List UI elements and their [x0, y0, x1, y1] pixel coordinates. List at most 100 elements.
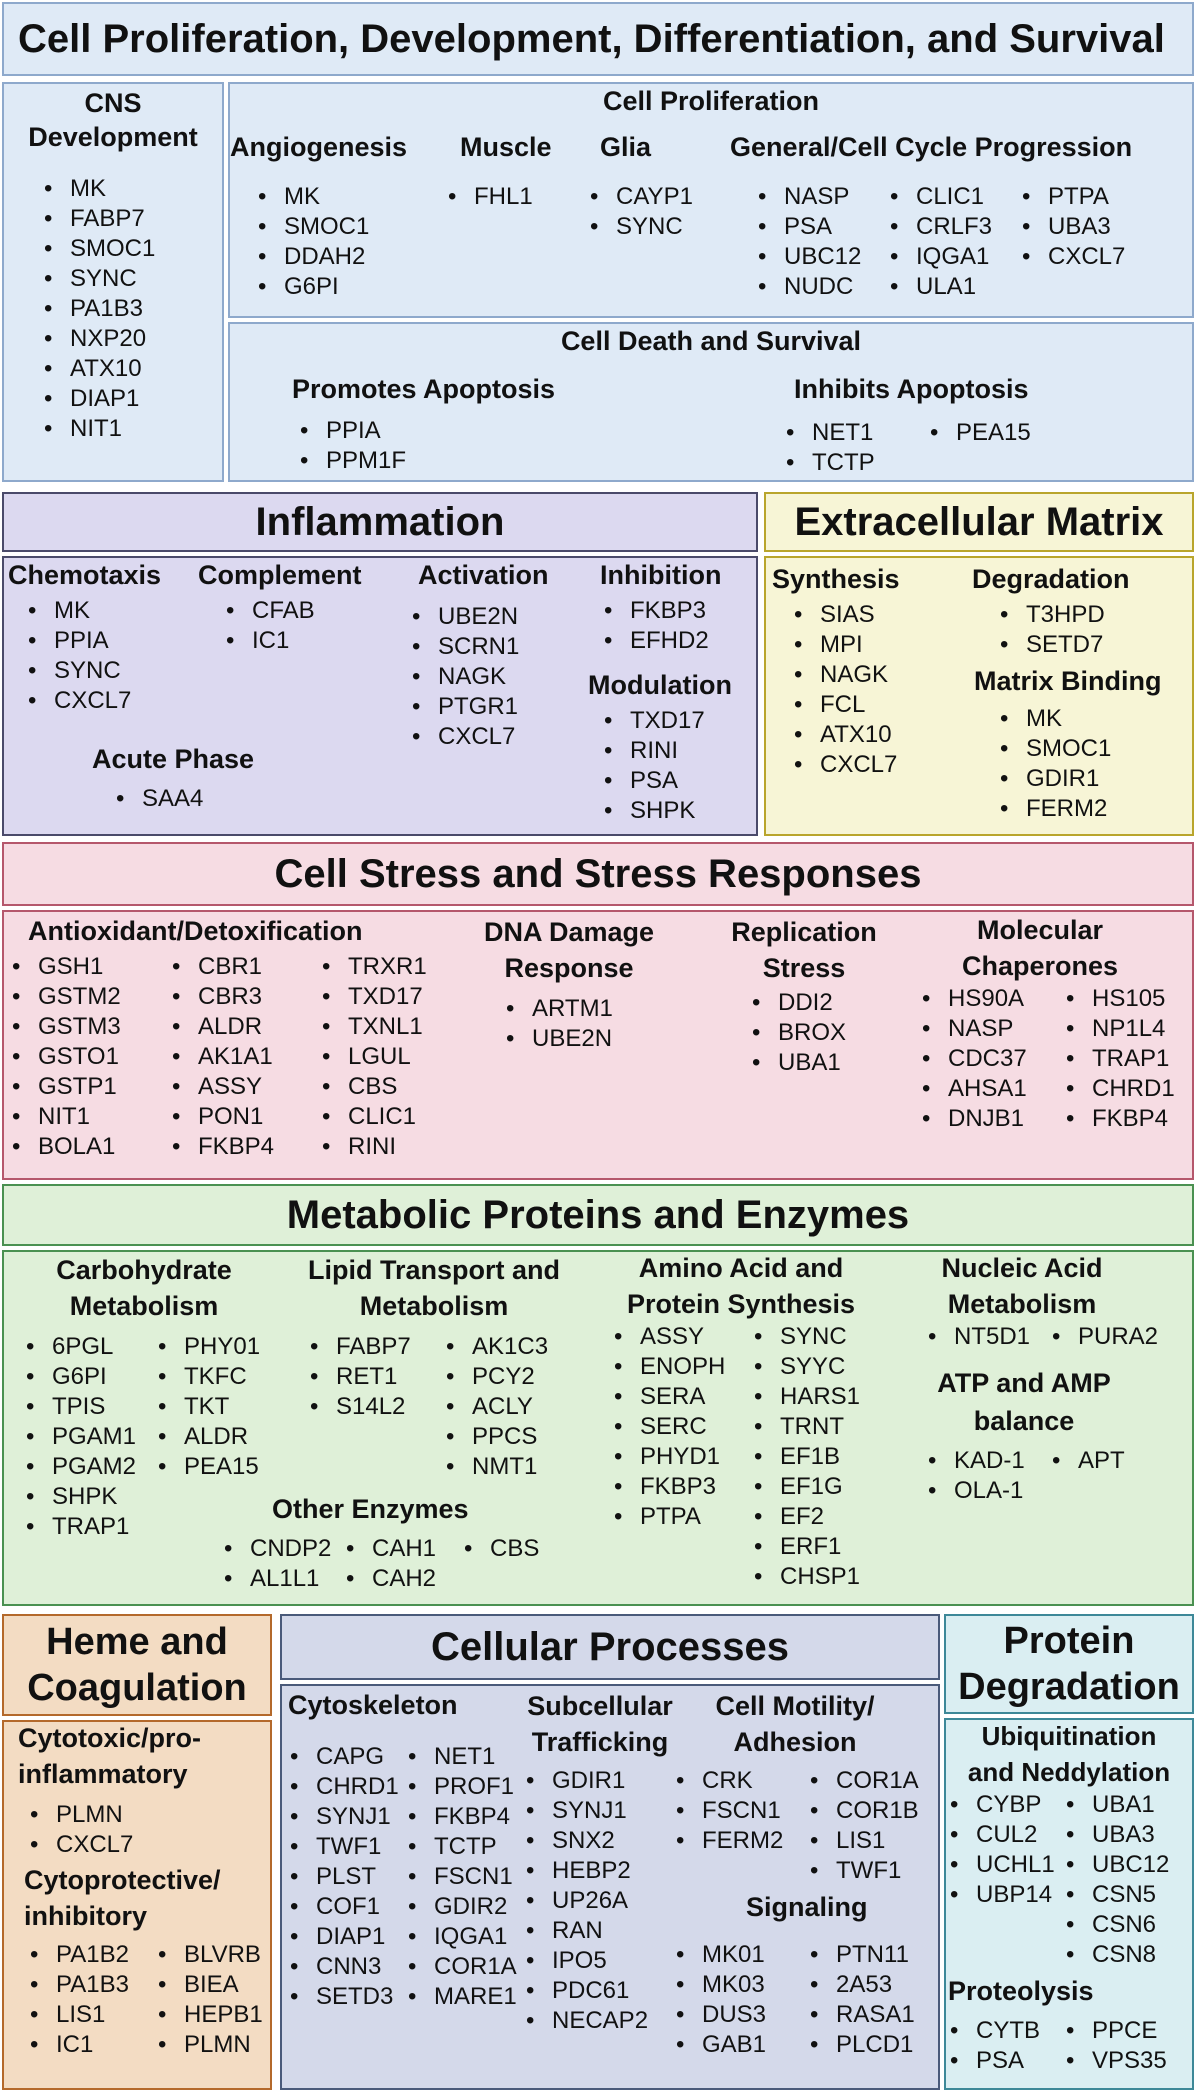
protein-item: HS90A [914, 984, 1027, 1014]
lipid-list-1: FABP7RET1S14L2 [302, 1332, 411, 1422]
glia-heading: Glia [600, 132, 652, 162]
protein-item: CNDP2 [216, 1534, 331, 1564]
ubiquitination-heading-line-2: and Neddylation [967, 1757, 1171, 1787]
trafficking-list: GDIR1SYNJ1SNX2HEBP2UP26ARANIPO5PDC61NECA… [518, 1766, 648, 2036]
protein-item: TWF1 [282, 1832, 399, 1862]
protein-item: COR1A [802, 1766, 919, 1796]
protein-item: NUDC [750, 272, 861, 302]
protein-item: CBS [456, 1534, 539, 1564]
carbohydrate-heading-line-1: Carbohydrate [56, 1255, 232, 1285]
protein-item: FKBP4 [400, 1802, 517, 1832]
protein-item: GSTM2 [4, 982, 121, 1012]
protein-item: DDAH2 [250, 242, 369, 272]
protein-item: ARTM1 [498, 994, 613, 1024]
cns-development-list: MKFABP7SMOC1SYNCPA1B3NXP20ATX10DIAP1NIT1 [36, 174, 155, 444]
protein-item: CYBP [946, 1790, 1055, 1820]
protein-item: CFAB [218, 596, 315, 626]
protein-item: SMOC1 [36, 234, 155, 264]
protein-item: FKBP3 [606, 1472, 725, 1502]
inhibits-apoptosis-heading: Inhibits Apoptosis [794, 374, 1029, 404]
protein-item: TXNL1 [314, 1012, 427, 1042]
protein-item: SHPK [596, 796, 705, 826]
protein-item: CLIC1 [314, 1102, 427, 1132]
metabolic-panel: Carbohydrate Metabolism 6PGLG6PITPISPGAM… [2, 1250, 1194, 1606]
protein-degradation-title-line-2: Degradation [958, 1666, 1180, 1708]
protein-item: PGAM2 [18, 1452, 136, 1482]
matrix-binding-list: MKSMOC1GDIR1FERM2 [992, 704, 1111, 824]
protein-item: EFHD2 [596, 626, 709, 656]
protein-item: PA1B3 [36, 294, 155, 324]
synthesis-list: SIASMPINAGKFCLATX10CXCL7 [786, 600, 897, 780]
protein-item: CAYP1 [582, 182, 693, 212]
protein-item: PA1B3 [22, 1970, 129, 2000]
cns-development-panel: CNS Development MKFABP7SMOC1SYNCPA1B3NXP… [2, 82, 224, 482]
protein-item: PPM1F [292, 446, 406, 476]
nucleic-acid-heading: Nucleic Acid Metabolism [904, 1252, 1140, 1322]
protein-item: MK [250, 182, 369, 212]
metabolic-title: Metabolic Proteins and Enzymes [286, 1193, 910, 1237]
lipid-heading-line-2: Metabolism [359, 1291, 509, 1321]
protein-item: NP1L4 [1058, 1014, 1175, 1044]
amino-acid-list-2: SYNCSYYCHARS1TRNTEF1BEF1GEF2ERF1CHSP1 [746, 1322, 860, 1592]
protein-item: SYNC [20, 656, 131, 686]
protein-item: NAGK [404, 662, 519, 692]
cytoprotective-heading: Cytoprotective/ inhibitory [24, 1862, 221, 1934]
molecular-chaperones-heading: Molecular Chaperones [930, 912, 1150, 984]
protein-item: EF1B [746, 1442, 860, 1472]
protein-item: GSTO1 [4, 1042, 121, 1072]
proliferation-title-banner: Cell Proliferation, Development, Differe… [2, 2, 1194, 76]
matrix-binding-heading: Matrix Binding [974, 666, 1162, 696]
protein-item: RINI [314, 1132, 427, 1162]
general-cell-cycle-list-3: PTPAUBA3CXCL7 [1014, 182, 1125, 272]
protein-item: COR1B [802, 1796, 919, 1826]
acute-phase-list: SAA4 [108, 784, 203, 814]
protein-item: CXCL7 [22, 1830, 133, 1860]
protein-item: CYTB [946, 2016, 1040, 2046]
inhibition-list: FKBP3EFHD2 [596, 596, 709, 656]
protein-item: CSN8 [1058, 1940, 1169, 1970]
protein-item: DIAP1 [282, 1922, 399, 1952]
protein-item: NET1 [400, 1742, 517, 1772]
protein-item: ENOPH [606, 1352, 725, 1382]
protein-item: CSN6 [1058, 1910, 1169, 1940]
protein-item: NT5D1 [920, 1322, 1030, 1352]
carbohydrate-list-1: 6PGLG6PITPISPGAM1PGAM2SHPKTRAP1 [18, 1332, 136, 1542]
protein-item: ASSY [164, 1072, 274, 1102]
heme-title-line-2: Coagulation [27, 1667, 247, 1709]
cytoprotective-list-2: BLVRBBIEAHEPB1PLMN [150, 1940, 263, 2060]
protein-item: MK [992, 704, 1111, 734]
protein-item: PLST [282, 1862, 399, 1892]
protein-item: FKBP4 [1058, 1104, 1175, 1134]
synthesis-heading: Synthesis [772, 564, 900, 594]
protein-item: SERC [606, 1412, 725, 1442]
protein-item: T3HPD [992, 600, 1105, 630]
other-enzymes-list-2: CAH1CAH2 [338, 1534, 436, 1594]
stress-panel: Antioxidant/Detoxification GSH1GSTM2GSTM… [2, 910, 1194, 1180]
protein-item: EF2 [746, 1502, 860, 1532]
protein-item: UBA1 [744, 1048, 846, 1078]
protein-item: PCY2 [438, 1362, 548, 1392]
protein-item: PTPA [606, 1502, 725, 1532]
complement-list: CFABIC1 [218, 596, 315, 656]
protein-item: NIT1 [36, 414, 155, 444]
trafficking-heading-line-1: Subcellular [527, 1691, 673, 1721]
protein-item: PTPA [1014, 182, 1125, 212]
protein-item: CXCL7 [20, 686, 131, 716]
protein-item: SCRN1 [404, 632, 519, 662]
protein-item: CBR1 [164, 952, 274, 982]
protein-item: SYNJ1 [518, 1796, 648, 1826]
antioxidant-list-2: CBR1CBR3ALDRAK1A1ASSYPON1FKBP4 [164, 952, 274, 1162]
stress-title: Cell Stress and Stress Responses [274, 852, 922, 896]
general-cell-cycle-list-2: CLIC1CRLF3IQGA1ULA1 [882, 182, 992, 302]
activation-heading: Activation [418, 560, 549, 590]
degradation-title-banner: Protein Degradation [944, 1614, 1194, 1714]
protein-item: DDI2 [744, 988, 846, 1018]
protein-item: FCL [786, 690, 897, 720]
protein-item: UP26A [518, 1886, 648, 1916]
cytotoxic-heading: Cytotoxic/pro- inflammatory [18, 1722, 201, 1792]
protein-item: HARS1 [746, 1382, 860, 1412]
protein-item: UBE2N [498, 1024, 613, 1054]
acute-phase-heading: Acute Phase [92, 744, 255, 774]
protein-item: NET1 [778, 418, 875, 448]
other-enzymes-list-3: CBS [456, 1534, 539, 1564]
